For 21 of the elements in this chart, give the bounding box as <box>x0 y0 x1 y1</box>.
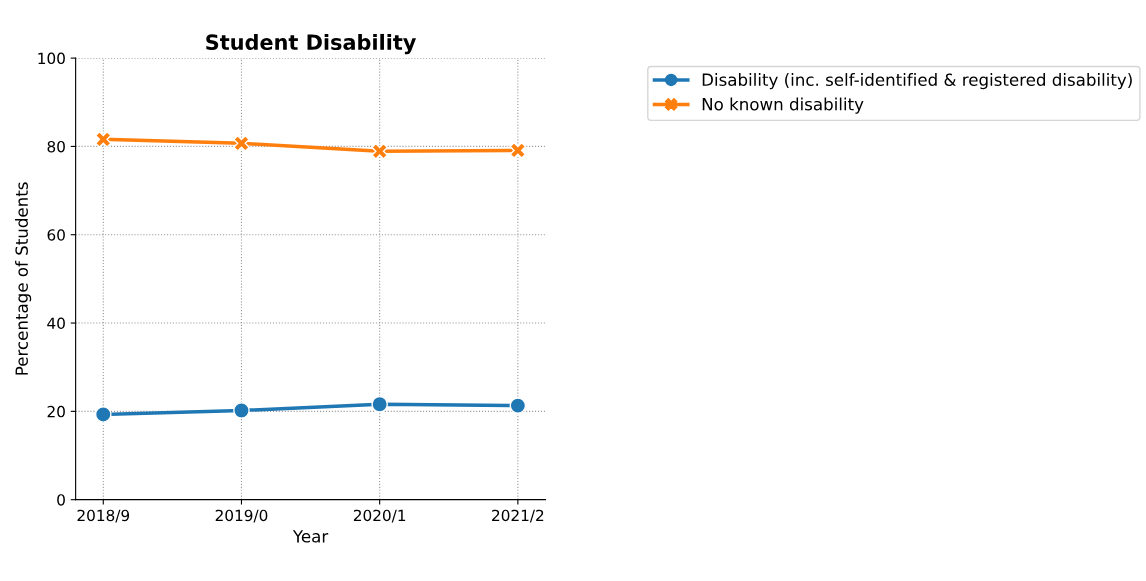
legend-label: No known disability <box>702 97 864 114</box>
point <box>509 397 527 414</box>
point <box>94 406 112 423</box>
y-tick-label: 60 <box>47 229 65 241</box>
y-tick-label: 100 <box>38 52 65 65</box>
y-tick-label: 40 <box>47 317 65 330</box>
x-axis-title: Year <box>292 530 329 543</box>
x-tick-label: 2019/0 <box>215 509 268 523</box>
point <box>233 402 250 419</box>
y-tick-label: 80 <box>47 140 65 153</box>
x-tick-label: 2020/1 <box>353 509 406 523</box>
point <box>371 395 388 413</box>
legend-label: Disability (inc. self-identified & registered disability) <box>702 73 1132 90</box>
x-tick-label: 2018/9 <box>77 509 130 523</box>
y-tick-label: 20 <box>47 405 65 418</box>
point <box>509 142 527 159</box>
point <box>94 131 112 148</box>
x-tick-label: 2021/2 <box>492 509 544 523</box>
chart-title: Student Disability <box>206 33 417 55</box>
y-axis-title: Percentage of Students <box>15 182 32 375</box>
y-tick-label: 0 <box>57 494 65 506</box>
